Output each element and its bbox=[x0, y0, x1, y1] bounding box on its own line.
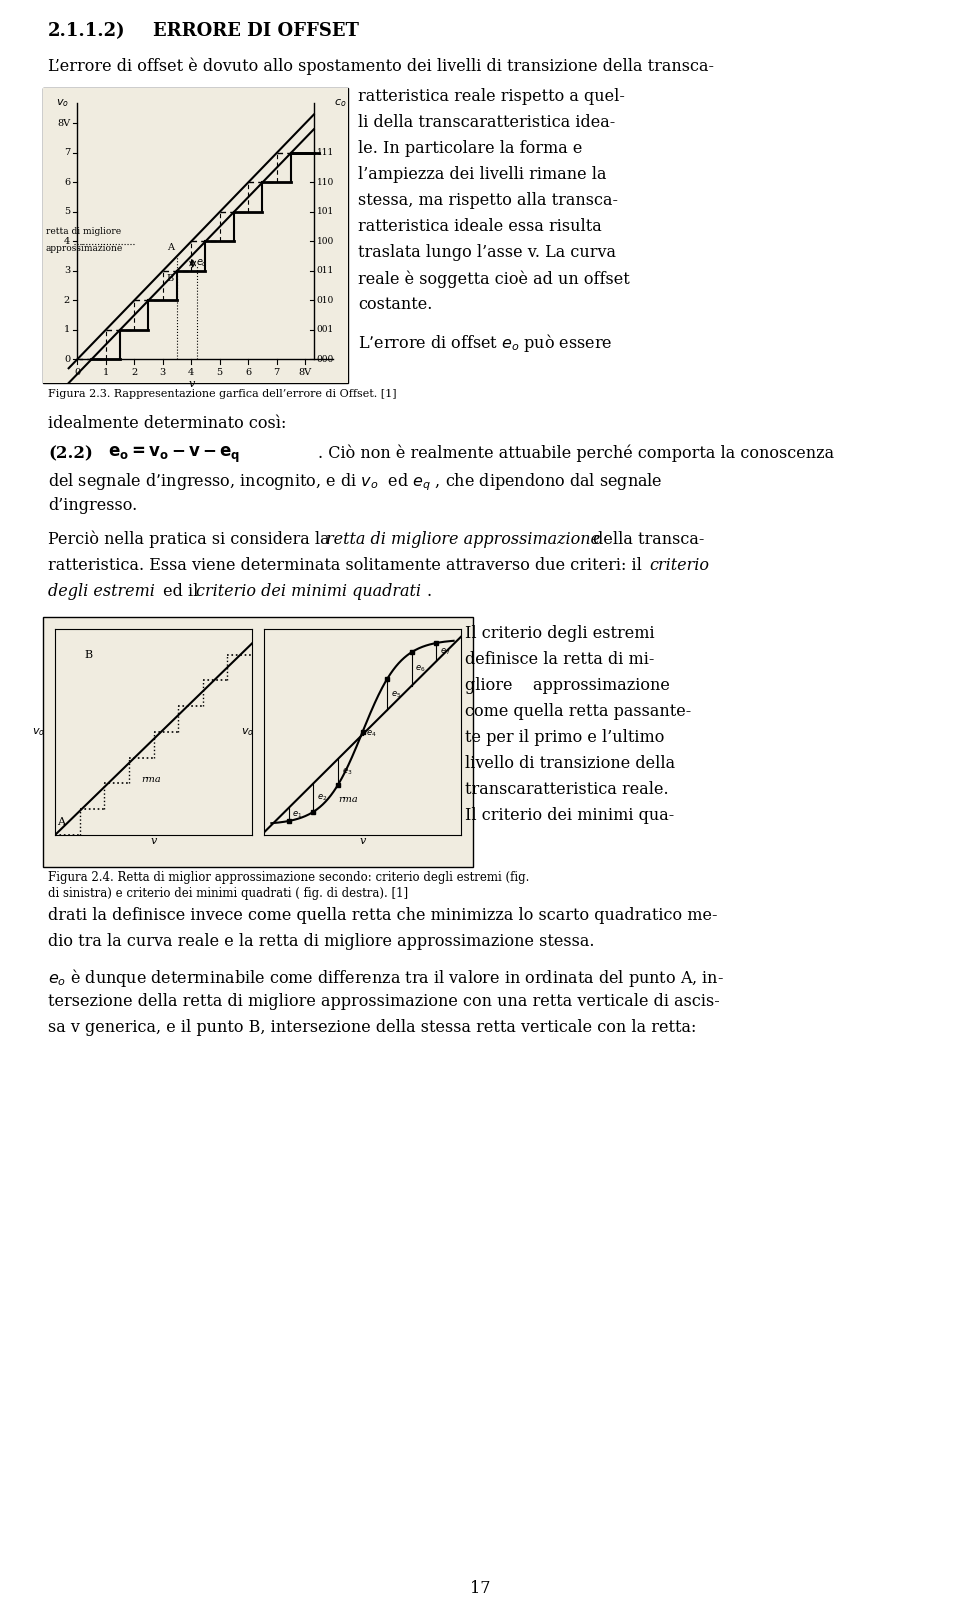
Text: Perciò nella pratica si considera la: Perciò nella pratica si considera la bbox=[48, 531, 335, 549]
Text: 8V: 8V bbox=[57, 119, 70, 127]
Text: $v_o$: $v_o$ bbox=[33, 726, 45, 737]
Text: gliore    approssimazione: gliore approssimazione bbox=[465, 676, 670, 694]
Text: le. In particolare la forma e: le. In particolare la forma e bbox=[358, 140, 583, 158]
Text: 5: 5 bbox=[64, 208, 70, 216]
Text: .: . bbox=[426, 583, 431, 601]
Text: v: v bbox=[188, 378, 194, 388]
Text: $e_o$: $e_o$ bbox=[196, 258, 207, 269]
Text: 111: 111 bbox=[317, 148, 334, 158]
Text: 3: 3 bbox=[159, 369, 166, 377]
Text: Il criterio dei minimi qua-: Il criterio dei minimi qua- bbox=[465, 807, 674, 824]
Text: definisce la retta di mi-: definisce la retta di mi- bbox=[465, 650, 655, 668]
Text: 001: 001 bbox=[317, 325, 334, 335]
Text: 1: 1 bbox=[103, 369, 108, 377]
Text: criterio: criterio bbox=[649, 557, 709, 575]
Text: 0: 0 bbox=[64, 354, 70, 364]
Text: 011: 011 bbox=[317, 266, 334, 275]
Text: come quella retta passante-: come quella retta passante- bbox=[465, 704, 691, 720]
Text: livello di transizione della: livello di transizione della bbox=[465, 755, 675, 773]
Text: 6: 6 bbox=[245, 369, 252, 377]
Text: li della transcaratteristica idea-: li della transcaratteristica idea- bbox=[358, 114, 615, 130]
Text: 4: 4 bbox=[63, 237, 70, 246]
Text: A: A bbox=[58, 818, 65, 828]
Text: ratteristica ideale essa risulta: ratteristica ideale essa risulta bbox=[358, 217, 602, 235]
Text: ed il: ed il bbox=[158, 583, 204, 601]
Text: $e_5$: $e_5$ bbox=[391, 689, 401, 700]
Text: 010: 010 bbox=[317, 296, 334, 304]
Text: Figura 2.3. Rappresentazione garfica dell’errore di Offset. [1]: Figura 2.3. Rappresentazione garfica del… bbox=[48, 390, 396, 399]
Text: sa v generica, e il punto B, intersezione della stessa retta verticale con la re: sa v generica, e il punto B, intersezion… bbox=[48, 1019, 696, 1035]
Text: B: B bbox=[84, 650, 93, 660]
Text: A: A bbox=[167, 243, 174, 251]
Text: $\mathbf{e_o = v_o - v - e_q}$: $\mathbf{e_o = v_o - v - e_q}$ bbox=[108, 444, 240, 465]
X-axis label: v: v bbox=[359, 836, 366, 847]
Text: dio tra la curva reale e la retta di migliore approssimazione stessa.: dio tra la curva reale e la retta di mig… bbox=[48, 934, 594, 950]
Text: 2.1.1.2): 2.1.1.2) bbox=[48, 23, 126, 40]
Text: $v_o$: $v_o$ bbox=[241, 726, 254, 737]
Text: 101: 101 bbox=[317, 208, 334, 216]
Text: 7: 7 bbox=[63, 148, 70, 158]
Text: traslata lungo l’asse v. La curva: traslata lungo l’asse v. La curva bbox=[358, 245, 616, 261]
Text: B: B bbox=[167, 274, 174, 283]
Text: 000: 000 bbox=[317, 354, 334, 364]
Text: degli estremi: degli estremi bbox=[48, 583, 155, 601]
Text: stessa, ma rispetto alla transca-: stessa, ma rispetto alla transca- bbox=[358, 192, 618, 209]
Text: (2.2): (2.2) bbox=[48, 444, 93, 462]
Text: ratteristica reale rispetto a quel-: ratteristica reale rispetto a quel- bbox=[358, 89, 625, 105]
Text: di sinistra) e criterio dei minimi quadrati ( fig. di destra). [1]: di sinistra) e criterio dei minimi quadr… bbox=[48, 887, 408, 900]
Text: $e_2$: $e_2$ bbox=[317, 792, 327, 803]
Text: $e_4$: $e_4$ bbox=[366, 728, 376, 739]
Text: 1: 1 bbox=[63, 325, 70, 335]
X-axis label: v: v bbox=[151, 836, 156, 847]
Text: L’errore di offset è dovuto allo spostamento dei livelli di transizione della tr: L’errore di offset è dovuto allo spostam… bbox=[48, 58, 714, 76]
Text: tersezione della retta di migliore approssimazione con una retta verticale di as: tersezione della retta di migliore appro… bbox=[48, 993, 720, 1009]
Text: $e_6$: $e_6$ bbox=[416, 663, 426, 675]
Text: $e_3$: $e_3$ bbox=[342, 766, 352, 778]
FancyBboxPatch shape bbox=[43, 89, 348, 383]
Text: 17: 17 bbox=[469, 1579, 491, 1597]
Text: costante.: costante. bbox=[358, 296, 432, 312]
Text: 6: 6 bbox=[64, 177, 70, 187]
Text: 8V: 8V bbox=[299, 369, 312, 377]
Text: criterio dei minimi quadrati: criterio dei minimi quadrati bbox=[196, 583, 421, 601]
Text: idealmente determinato così:: idealmente determinato così: bbox=[48, 415, 286, 431]
Text: 5: 5 bbox=[217, 369, 223, 377]
Text: drati la definisce invece come quella retta che minimizza lo scarto quadratico m: drati la definisce invece come quella re… bbox=[48, 906, 717, 924]
Text: $e_o$ è dunque determinabile come differenza tra il valore in ordinata del punto: $e_o$ è dunque determinabile come differ… bbox=[48, 968, 724, 989]
Text: Il criterio degli estremi: Il criterio degli estremi bbox=[465, 625, 655, 642]
Text: . Ciò non è realmente attuabile perché comporta la conoscenza: . Ciò non è realmente attuabile perché c… bbox=[318, 444, 834, 462]
Text: ratteristica. Essa viene determinata solitamente attraverso due criteri: il: ratteristica. Essa viene determinata sol… bbox=[48, 557, 647, 575]
Text: retta di migliore: retta di migliore bbox=[46, 227, 121, 235]
Text: 0: 0 bbox=[74, 369, 81, 377]
Text: reale è soggetta cioè ad un offset: reale è soggetta cioè ad un offset bbox=[358, 270, 630, 288]
Text: retta di migliore approssimazione: retta di migliore approssimazione bbox=[326, 531, 600, 547]
Text: 3: 3 bbox=[63, 266, 70, 275]
Text: della transca-: della transca- bbox=[588, 531, 705, 547]
Text: $e_1$: $e_1$ bbox=[292, 810, 302, 819]
Text: L’errore di offset $e_o$ può essere: L’errore di offset $e_o$ può essere bbox=[358, 332, 612, 354]
Text: $c_o$: $c_o$ bbox=[334, 97, 347, 108]
Text: l’ampiezza dei livelli rimane la: l’ampiezza dei livelli rimane la bbox=[358, 166, 607, 184]
Text: te per il primo e l’ultimo: te per il primo e l’ultimo bbox=[465, 729, 664, 745]
Text: $v_o$: $v_o$ bbox=[56, 97, 69, 108]
Text: 4: 4 bbox=[188, 369, 194, 377]
Text: $e_7$: $e_7$ bbox=[440, 647, 450, 657]
Text: 100: 100 bbox=[317, 237, 334, 246]
Text: 110: 110 bbox=[317, 177, 334, 187]
Text: 7: 7 bbox=[274, 369, 280, 377]
Text: d’ingresso.: d’ingresso. bbox=[48, 497, 137, 514]
Text: Figura 2.4. Retta di miglior approssimazione secondo: criterio degli estremi (fi: Figura 2.4. Retta di miglior approssimaz… bbox=[48, 871, 529, 884]
Text: 2: 2 bbox=[63, 296, 70, 304]
Text: 2: 2 bbox=[132, 369, 137, 377]
Text: rma: rma bbox=[338, 795, 358, 803]
Text: transcaratteristica reale.: transcaratteristica reale. bbox=[465, 781, 668, 799]
Text: approssimazione: approssimazione bbox=[46, 245, 123, 253]
Text: ERRORE DI OFFSET: ERRORE DI OFFSET bbox=[153, 23, 359, 40]
Text: del segnale d’ingresso, incognito, e di $v_o$  ed $e_q$ , che dipendono dal segn: del segnale d’ingresso, incognito, e di … bbox=[48, 472, 662, 493]
Text: rma: rma bbox=[141, 774, 161, 784]
FancyBboxPatch shape bbox=[43, 617, 473, 868]
